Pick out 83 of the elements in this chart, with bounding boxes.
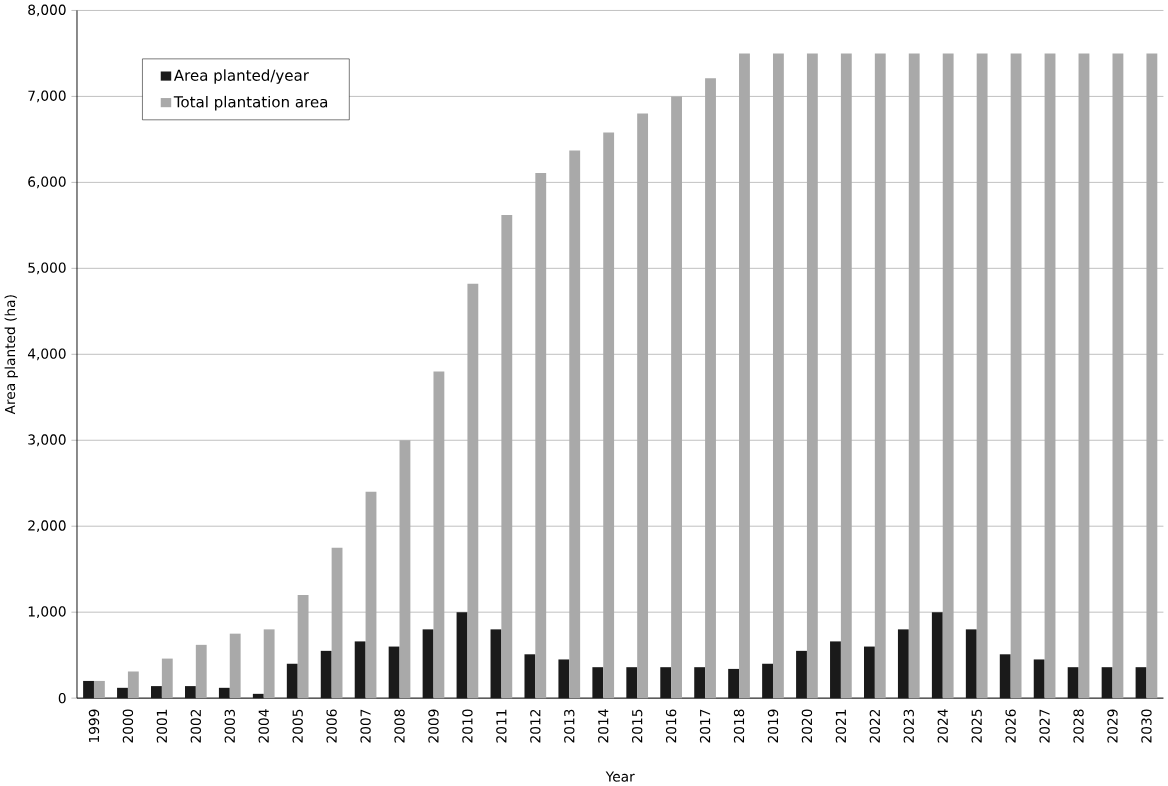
x-tick-label: 2015 — [631, 709, 643, 743]
x-tick-label: 2028 — [1073, 709, 1084, 743]
bar — [931, 612, 943, 698]
x-tick-label: 2005 — [292, 709, 303, 743]
x-tick-label: 2019 — [767, 709, 779, 743]
x-axis-title: Year — [605, 771, 635, 782]
bar — [127, 671, 139, 698]
bar — [965, 629, 977, 698]
bar — [1067, 667, 1079, 698]
x-tick-label: 2001 — [156, 709, 168, 743]
bar — [728, 668, 740, 698]
x-tick-label: 2013 — [564, 709, 575, 743]
bar — [1033, 659, 1045, 698]
x-tick-label: 2008 — [394, 709, 405, 743]
bar — [762, 663, 773, 698]
bar — [456, 612, 468, 698]
bar — [83, 680, 94, 698]
bar — [660, 667, 672, 698]
x-tick-label: 2024 — [937, 709, 948, 743]
x-tick-label: 2026 — [1005, 709, 1016, 743]
bar — [422, 629, 434, 698]
y-tick-label: 3,000 — [28, 434, 66, 446]
x-tick-label: 2018 — [733, 709, 745, 743]
x-tick-label: 2006 — [326, 709, 337, 743]
bar — [830, 641, 841, 698]
y-tick-label: 1,000 — [28, 606, 66, 618]
bar — [184, 685, 196, 698]
y-axis-title: Area planted (ha) — [4, 295, 18, 415]
bar — [999, 654, 1011, 698]
bar — [252, 693, 264, 698]
bar — [320, 650, 332, 698]
bar — [93, 680, 105, 698]
bar — [1135, 667, 1147, 698]
y-tick-label: 0 — [58, 692, 66, 704]
bar — [354, 641, 366, 698]
bar — [592, 667, 604, 698]
x-tick-label: 2023 — [903, 709, 914, 743]
x-tick-label: 2009 — [428, 709, 439, 743]
bar — [151, 685, 162, 698]
y-tick-label: 6,000 — [28, 176, 66, 189]
y-tick-label: 8,000 — [28, 4, 66, 17]
legend-label: Area planted/year — [173, 69, 309, 84]
x-tick-label: 2021 — [835, 709, 847, 743]
bar — [863, 646, 875, 698]
bar — [286, 663, 298, 698]
bar — [229, 633, 241, 698]
x-tick-label: 2029 — [1107, 709, 1118, 743]
x-tick-label: 2007 — [360, 709, 371, 743]
y-tick-label: 7,000 — [28, 90, 66, 103]
x-tick-label: 2017 — [699, 709, 711, 743]
bar — [796, 650, 807, 698]
bar — [897, 629, 909, 698]
x-tick-label: 2004 — [258, 709, 269, 743]
x-tick-label: 2002 — [190, 709, 201, 743]
x-tick-label: 1999 — [88, 709, 100, 742]
x-tick-label: 2011 — [496, 709, 507, 743]
bar — [558, 659, 570, 698]
bar — [218, 687, 230, 698]
bar — [388, 646, 400, 698]
bar — [1101, 667, 1113, 698]
x-tick-label: 2027 — [1039, 709, 1050, 743]
bar — [490, 629, 502, 698]
x-tick-label: 2020 — [801, 709, 813, 743]
legend-label: Total plantation area — [173, 95, 328, 111]
x-tick-label: 2014 — [598, 709, 609, 743]
bar — [263, 629, 275, 698]
x-tick-label: 2012 — [530, 709, 541, 743]
bar — [117, 687, 128, 698]
bar — [161, 658, 173, 698]
bar — [694, 667, 706, 698]
x-tick-label: 2016 — [665, 709, 677, 743]
bar — [195, 644, 207, 698]
x-tick-label: 2010 — [462, 709, 473, 743]
y-tick-label: 2,000 — [28, 520, 66, 532]
y-tick-label: 4,000 — [27, 348, 66, 361]
x-tick-label: 2025 — [971, 709, 982, 743]
x-tick-label: 2003 — [224, 709, 235, 743]
bar — [524, 654, 536, 698]
x-tick-label: 2000 — [122, 709, 134, 743]
y-tick-label: 5,000 — [28, 262, 66, 275]
x-tick-label: 2022 — [869, 709, 881, 743]
x-tick-label: 2030 — [1141, 709, 1152, 743]
bar — [626, 667, 638, 698]
